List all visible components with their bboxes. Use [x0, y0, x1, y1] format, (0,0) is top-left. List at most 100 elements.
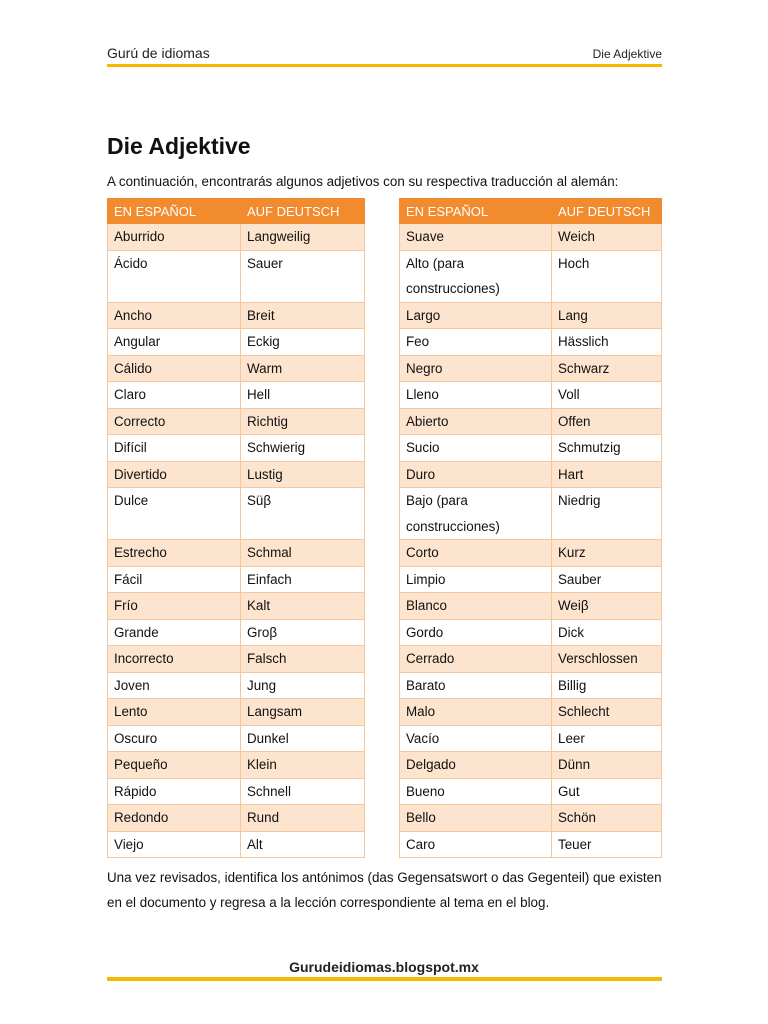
spanish-word: Cerrado — [406, 651, 455, 666]
column-header-spanish: EN ESPAÑOL — [107, 198, 241, 224]
spanish-word-cell: Divertido — [107, 460, 241, 488]
table-row: Angular Eckig — [107, 328, 365, 356]
table-row: Claro Hell — [107, 381, 365, 409]
spanish-word-cell: Corto — [399, 539, 552, 567]
german-word: Sauber — [558, 571, 602, 587]
table-row: Delgado Dünn — [399, 751, 662, 779]
spanish-word-cell: Sucio — [399, 434, 552, 462]
spanish-word: Fácil — [114, 571, 143, 587]
german-word: Hässlich — [558, 334, 609, 349]
spanish-word: Ácido — [114, 255, 148, 271]
spanish-word-cell: Bajo (para construcciones) — [399, 487, 552, 540]
table-row: Pequeño Klein — [107, 751, 365, 779]
german-word: Offen — [558, 413, 591, 429]
table-row: Cerrado Verschlossen — [399, 645, 662, 673]
spanish-word: Grande — [114, 624, 159, 640]
german-word-cell: Schmal — [240, 539, 365, 567]
german-word: Rund — [247, 810, 280, 825]
table-row: Divertido Lustig — [107, 460, 365, 488]
german-word: Warm — [247, 360, 283, 376]
german-word: Dunkel — [247, 730, 289, 746]
german-word-cell: Hell — [240, 381, 365, 409]
spanish-word-cell: Fácil — [107, 565, 241, 593]
spanish-word-cell: Dulce — [107, 487, 241, 540]
german-word-cell: Teuer — [551, 830, 662, 858]
spanish-word: Estrecho — [114, 545, 167, 560]
spanish-word: Delgado — [406, 757, 456, 772]
table-row: Redondo Rund — [107, 804, 365, 832]
spanish-word-cell: Correcto — [107, 407, 241, 435]
german-word: Langsam — [247, 704, 303, 719]
german-word-cell: Süβ — [240, 487, 365, 540]
spanish-word: Sucio — [406, 440, 440, 455]
header-site-name: Gurú de idiomas — [107, 45, 210, 61]
german-word-cell: Sauber — [551, 565, 662, 593]
spanish-word: Corto — [406, 545, 439, 560]
german-word: Falsch — [247, 651, 287, 666]
spanish-word-cell: Feo — [399, 328, 552, 356]
german-word-cell: Verschlossen — [551, 645, 662, 673]
spanish-word: Cálido — [114, 360, 152, 376]
spanish-word: Alto (para construcciones) — [406, 255, 500, 297]
german-word: Schnell — [247, 783, 291, 799]
german-word: Alt — [247, 836, 263, 852]
footer-blog-link[interactable]: Gurudeidiomas.blogspot.mx — [289, 959, 479, 975]
german-word-cell: Schlecht — [551, 698, 662, 726]
spanish-word: Vacío — [406, 730, 440, 746]
german-word-cell: Schmutzig — [551, 434, 662, 462]
german-word-cell: Hoch — [551, 249, 662, 303]
german-word: Niedrig — [558, 493, 601, 508]
spanish-word: Correcto — [114, 413, 166, 429]
german-word-cell: Kurz — [551, 539, 662, 567]
intro-paragraph: A continuación, encontrarás algunos adje… — [107, 174, 619, 189]
spanish-word-cell: Rápido — [107, 777, 241, 805]
spanish-word: Gordo — [406, 624, 444, 640]
spanish-word: Duro — [406, 466, 436, 482]
spanish-word-cell: Vacío — [399, 724, 552, 752]
table-row: Difícil Schwierig — [107, 434, 365, 462]
table-row: Limpio Sauber — [399, 565, 662, 593]
spanish-word-cell: Blanco — [399, 592, 552, 620]
table-row: Estrecho Schmal — [107, 539, 365, 567]
spanish-word: Redondo — [114, 810, 169, 825]
table-row: Negro Schwarz — [399, 354, 662, 382]
spanish-word-cell: Aburrido — [107, 223, 241, 251]
spanish-word: Caro — [406, 836, 436, 852]
table-row: Bueno Gut — [399, 777, 662, 805]
spanish-word: Dulce — [114, 493, 149, 508]
german-word-cell: Weich — [551, 223, 662, 251]
german-word-cell: Niedrig — [551, 487, 662, 540]
german-word: Schwarz — [558, 360, 610, 376]
german-word-cell: Dunkel — [240, 724, 365, 752]
spanish-word-cell: Oscuro — [107, 724, 241, 752]
german-word-cell: Dick — [551, 618, 662, 646]
german-word-cell: Schnell — [240, 777, 365, 805]
german-word: Voll — [558, 387, 580, 402]
german-word: Kurz — [558, 545, 586, 560]
spanish-word-cell: Pequeño — [107, 751, 241, 779]
page-title: Die Adjektive — [107, 133, 251, 159]
german-word-cell: Schwarz — [551, 354, 662, 382]
german-word-cell: Kalt — [240, 592, 365, 620]
spanish-word-cell: Bueno — [399, 777, 552, 805]
spanish-word: Bello — [406, 810, 436, 825]
table-row: Largo Lang — [399, 301, 662, 329]
table-row: Joven Jung — [107, 671, 365, 699]
german-word-cell: Dünn — [551, 751, 662, 779]
spanish-word-cell: Grande — [107, 618, 241, 646]
german-word: Teuer — [558, 836, 592, 852]
german-word: Richtig — [247, 413, 288, 429]
spanish-word: Largo — [406, 307, 441, 323]
spanish-word: Viejo — [114, 836, 144, 852]
spanish-word-cell: Duro — [399, 460, 552, 488]
german-word: Groβ — [247, 624, 278, 640]
german-word-cell: Leer — [551, 724, 662, 752]
spanish-word: Ancho — [114, 307, 152, 323]
german-word: Jung — [247, 677, 277, 693]
german-word-cell: Hart — [551, 460, 662, 488]
table-row: Barato Billig — [399, 671, 662, 699]
german-word-cell: Schwierig — [240, 434, 365, 462]
spanish-word-cell: Difícil — [107, 434, 241, 462]
column-header-spanish: EN ESPAÑOL — [399, 198, 552, 224]
vocabulary-table-left: EN ESPAÑOL AUF DEUTSCH Aburrido Langweili… — [107, 198, 365, 858]
